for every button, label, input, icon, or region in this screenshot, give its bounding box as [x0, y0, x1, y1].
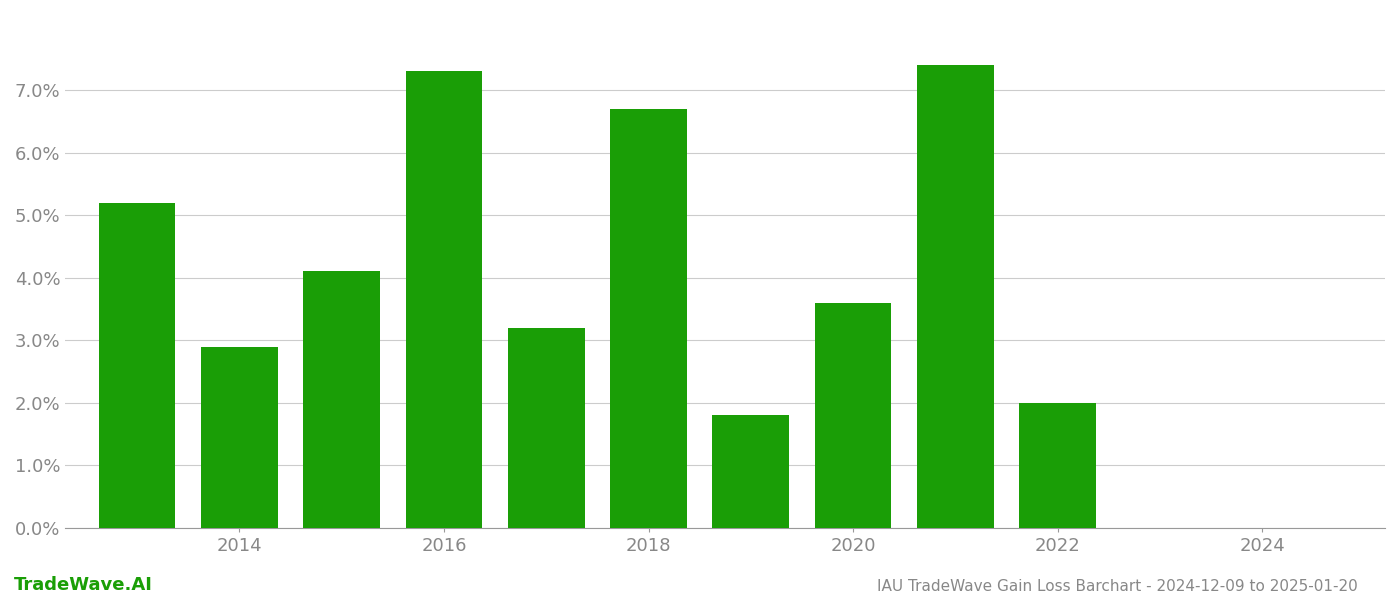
Bar: [713, 415, 790, 528]
Text: IAU TradeWave Gain Loss Barchart - 2024-12-09 to 2025-01-20: IAU TradeWave Gain Loss Barchart - 2024-…: [878, 579, 1358, 594]
Bar: [815, 303, 892, 528]
Text: TradeWave.AI: TradeWave.AI: [14, 576, 153, 594]
Bar: [304, 271, 379, 528]
Bar: [917, 65, 994, 528]
Bar: [202, 347, 277, 528]
Bar: [1019, 403, 1096, 528]
Bar: [99, 203, 175, 528]
Bar: [508, 328, 585, 528]
Bar: [406, 71, 483, 528]
Bar: [610, 109, 687, 528]
